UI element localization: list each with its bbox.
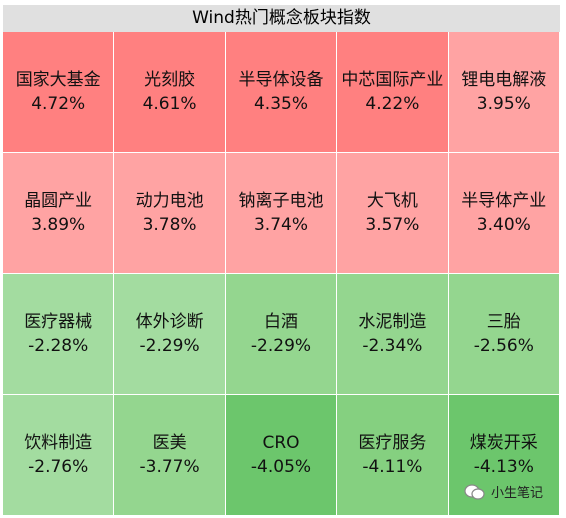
- tile-value: -4.11%: [362, 457, 423, 477]
- tile-value: -2.29%: [139, 336, 200, 356]
- tile-name: 白酒: [263, 312, 298, 332]
- wechat-icon: [464, 483, 485, 500]
- tile: 医疗服务 -4.11%: [337, 395, 449, 516]
- tile: 中芯国际产业 4.22%: [337, 32, 449, 153]
- tile: 体外诊断 -2.29%: [114, 274, 226, 395]
- tile-value: 3.40%: [476, 215, 531, 235]
- tile: 煤炭开采 -4.13%: [448, 395, 560, 516]
- tile: 光刻胶 4.61%: [114, 32, 226, 153]
- tile-name: 医疗服务: [358, 433, 427, 453]
- tile-value: -2.34%: [362, 336, 423, 356]
- tile: 半导体产业 3.40%: [448, 153, 560, 274]
- tile-value: 4.72%: [31, 94, 86, 114]
- watermark-text: 小生笔记: [491, 486, 544, 501]
- tile: 水泥制造 -2.34%: [337, 274, 449, 395]
- tile-name: 体外诊断: [135, 312, 204, 332]
- tile-value: -4.05%: [250, 457, 312, 477]
- tile: CRO -4.05%: [225, 395, 338, 516]
- tile-name: 半导体产业: [461, 191, 547, 211]
- heatmap-grid: 国家大基金 4.72% 光刻胶 4.61% 半导体设备 4.35% 中芯国际产业 4.22% 锂…: [3, 32, 560, 516]
- tile-name: 动力电池: [135, 191, 204, 211]
- tile-value: -4.13%: [473, 457, 534, 477]
- tile: 白酒 -2.29%: [225, 274, 338, 395]
- tile-name: 医美: [152, 433, 187, 453]
- tile-value: 4.61%: [142, 94, 197, 114]
- tile-name: 大飞机: [366, 191, 418, 211]
- tile-name: 国家大基金: [15, 70, 101, 90]
- tile-name: 中芯国际产业: [341, 70, 444, 90]
- tile-value: 3.95%: [476, 94, 531, 114]
- tile-name: 煤炭开采: [469, 433, 538, 453]
- tile-name: 水泥制造: [358, 312, 427, 332]
- tile: 晶圆产业 3.89%: [3, 153, 115, 274]
- tile-value: -2.29%: [250, 336, 312, 356]
- tile-value: 3.74%: [253, 215, 308, 235]
- tile-value: -2.56%: [473, 336, 534, 356]
- tile: 锂电电解液 3.95%: [448, 32, 560, 153]
- tile-value: 3.78%: [142, 215, 197, 235]
- tile-value: 4.35%: [253, 94, 308, 114]
- title: Wind热门概念板块指数: [3, 5, 560, 32]
- tile: 国家大基金 4.72%: [3, 32, 115, 153]
- tile: 医美 -3.77%: [114, 395, 226, 516]
- tile: 动力电池 3.78%: [114, 153, 226, 274]
- tile-name: 饮料制造: [24, 433, 93, 453]
- tile-name: 半导体设备: [238, 70, 324, 90]
- tile-name: 光刻胶: [144, 70, 196, 90]
- tile-name: 三胎: [486, 312, 521, 332]
- tile: 医疗器械 -2.28%: [3, 274, 115, 395]
- tile-name: 医疗器械: [24, 312, 93, 332]
- tile-name: 晶圆产业: [24, 191, 93, 211]
- tile-value: -2.28%: [28, 336, 89, 356]
- tile-name: 钠离子电池: [238, 191, 324, 211]
- tile: 钠离子电池 3.74%: [225, 153, 338, 274]
- tile-value: -3.77%: [139, 457, 200, 477]
- tile-value: 4.22%: [365, 94, 420, 114]
- tile-value: -2.76%: [28, 457, 89, 477]
- tile-name: CRO: [262, 433, 300, 453]
- watermark: 小生笔记: [464, 482, 543, 501]
- tile-value: 3.89%: [31, 215, 86, 235]
- tile: 半导体设备 4.35%: [225, 32, 338, 153]
- tile: 三胎 -2.56%: [448, 274, 560, 395]
- tile: 饮料制造 -2.76%: [3, 395, 115, 516]
- tile: 大飞机 3.57%: [337, 153, 449, 274]
- tile-value: 3.57%: [365, 215, 420, 235]
- tile-name: 锂电电解液: [461, 70, 547, 90]
